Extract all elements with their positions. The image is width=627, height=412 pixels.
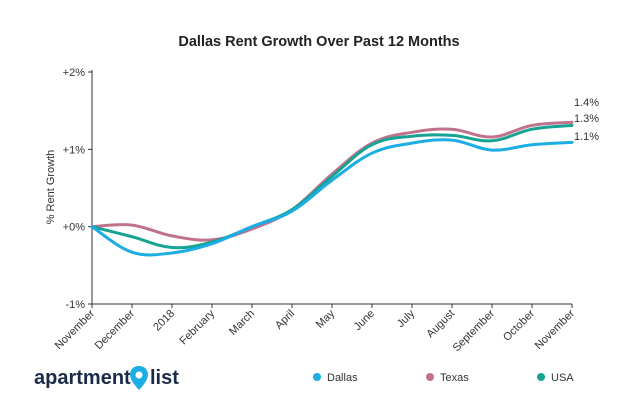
x-tick-label: April — [273, 308, 297, 332]
x-tick-label: November — [53, 307, 98, 352]
logo-text-apartment: apartment — [34, 367, 131, 389]
logo-text-list: list — [150, 367, 179, 389]
legend-swatch — [426, 373, 434, 381]
apartment-list-logo: apartment list — [34, 366, 179, 390]
legend-item-usa: USA — [537, 372, 574, 384]
y-ticks: +2% +1% +0% -1% — [63, 67, 92, 311]
y-tick-label: -1% — [65, 299, 85, 311]
x-tick-label: May — [314, 307, 338, 331]
legend-swatch — [313, 373, 321, 381]
x-tick-label: June — [352, 308, 377, 333]
legend-item-dallas: Dallas — [313, 372, 358, 384]
x-tick-label: August — [424, 308, 457, 341]
legend-label: USA — [551, 372, 574, 384]
y-tick-label: +0% — [63, 222, 86, 234]
series-line-dallas — [90, 138, 574, 257]
x-tick-label: February — [178, 307, 218, 347]
legend-label: Dallas — [327, 372, 358, 384]
legend-item-texas: Texas — [426, 372, 469, 384]
y-tick-label: +2% — [63, 67, 86, 79]
legend-swatch — [537, 373, 545, 381]
series-lines — [90, 120, 574, 257]
x-tick-label: March — [227, 308, 257, 338]
end-label-texas: 1.4% — [574, 97, 599, 109]
x-tick-label: December — [93, 307, 138, 352]
x-tick-label: September — [451, 307, 498, 354]
x-tick-label: October — [501, 307, 537, 343]
end-label-usa: 1.3% — [574, 113, 599, 125]
y-tick-label: +1% — [63, 144, 86, 156]
x-tick-label: July — [395, 307, 418, 330]
legend: Dallas Texas USA — [313, 372, 574, 384]
end-label-dallas: 1.1% — [574, 131, 599, 143]
x-tick-label: November — [533, 307, 578, 352]
y-axis-label: % Rent Growth — [45, 150, 57, 225]
series-line-usa — [90, 123, 574, 250]
chart-title: Dallas Rent Growth Over Past 12 Months — [178, 34, 459, 50]
map-pin-icon — [130, 366, 148, 390]
end-labels: 1.4% 1.3% 1.1% — [574, 97, 599, 143]
series-line-texas — [90, 120, 574, 242]
x-tick-label: 2018 — [151, 308, 177, 334]
legend-label: Texas — [440, 372, 469, 384]
chart-axes — [91, 70, 572, 305]
